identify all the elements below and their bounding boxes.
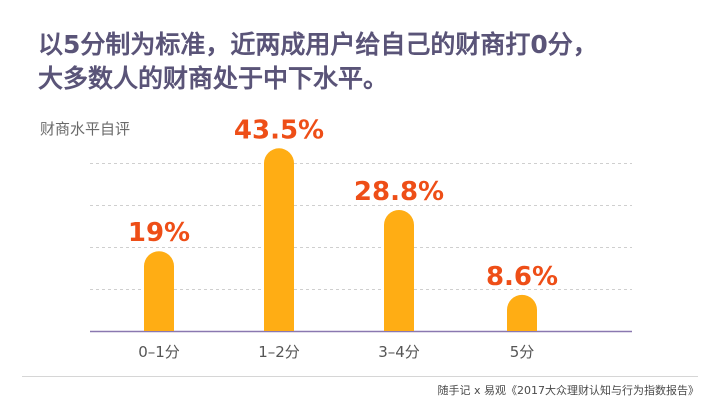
bar-3	[384, 210, 414, 331]
value-label-4: 8.6%	[486, 262, 558, 292]
bar-chart: 19% 0–1分 43.5% 1–2分 28.8% 3–4分 8.6% 5分	[90, 115, 632, 361]
category-label-3: 3–4分	[378, 343, 420, 361]
value-label-3: 28.8%	[354, 177, 444, 207]
bar-2	[264, 148, 294, 331]
bar-4	[507, 294, 537, 331]
chart-title: 财商水平自评	[40, 120, 131, 138]
category-label-4: 5分	[510, 343, 535, 361]
source-caption: 随手记 x 易观《2017大众理财认知与行为指数报告》	[437, 384, 700, 397]
category-label-2: 1–2分	[258, 343, 300, 361]
value-label-2: 43.5%	[234, 115, 324, 145]
bar-1	[144, 251, 174, 331]
headline: 以5分制为标准，近两成用户给自己的财商打0分， 大多数人的财商处于中下水平。	[38, 28, 698, 96]
headline-line-1: 以5分制为标准，近两成用户给自己的财商打0分，	[38, 30, 598, 59]
headline-line-2: 大多数人的财商处于中下水平。	[38, 64, 389, 93]
category-label-1: 0–1分	[138, 343, 180, 361]
footer-divider	[22, 376, 698, 377]
value-label-1: 19%	[128, 218, 190, 248]
